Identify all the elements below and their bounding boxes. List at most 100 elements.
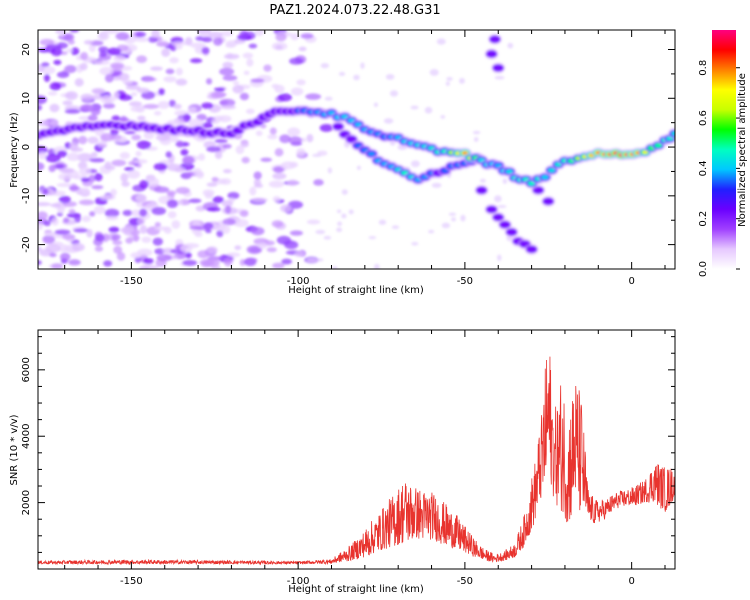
noise-blob	[68, 259, 81, 266]
noise-blob	[287, 200, 304, 209]
noise-blob	[182, 259, 198, 266]
noise-blob	[222, 168, 232, 174]
noise-blob	[66, 48, 73, 53]
noise-blob	[156, 41, 170, 47]
noise-blob	[208, 31, 223, 39]
noise-blob	[431, 182, 442, 188]
noise-blob	[203, 222, 214, 230]
noise-blob	[294, 251, 304, 257]
noise-blob	[222, 75, 238, 81]
noise-blob	[272, 172, 287, 180]
noise-blob	[248, 43, 258, 49]
noise-blob	[39, 38, 55, 46]
noise-blob	[440, 115, 446, 119]
noise-blob	[206, 246, 218, 254]
noise-blob	[153, 186, 170, 193]
noise-blob	[266, 247, 277, 253]
noise-blob	[235, 145, 245, 155]
spectrogram-branch-body	[506, 228, 518, 236]
noise-blob	[170, 46, 177, 52]
noise-blob	[271, 83, 279, 89]
noise-blob	[219, 67, 235, 76]
noise-blob	[99, 66, 114, 76]
noise-blob	[251, 227, 265, 236]
noise-blob	[411, 242, 419, 246]
noise-blob	[111, 159, 127, 167]
spectrogram-branch-body	[489, 35, 501, 43]
colorbar: 0.0 0.2 0.4 0.6 0.8 Normalized spectral ampl…	[698, 30, 748, 277]
noise-blob	[305, 93, 322, 100]
noise-blob	[57, 205, 65, 214]
noise-blob	[74, 78, 84, 87]
noise-blob	[113, 55, 126, 62]
noise-blob	[213, 87, 226, 92]
noise-blob	[38, 202, 51, 207]
noise-blob	[154, 248, 165, 255]
noise-blob	[473, 137, 479, 143]
noise-blob	[142, 77, 157, 82]
noise-blob	[122, 209, 133, 216]
x-tick-label: -150	[120, 276, 143, 287]
colorbar-tick-label: 0.2	[698, 211, 709, 227]
noise-blob	[166, 199, 178, 208]
spectrogram-main-track-core	[541, 175, 549, 180]
noise-blob	[133, 234, 140, 242]
noise-blob	[201, 46, 210, 55]
noise-blob	[233, 218, 249, 228]
snr-panel: -150 -100 -50 0 2000 4000 6000 Height of stra…	[9, 329, 676, 595]
noise-blob	[158, 88, 165, 96]
noise-blob	[51, 217, 59, 226]
noise-blob	[43, 220, 51, 227]
noise-blob	[338, 71, 346, 76]
noise-blob	[253, 183, 264, 188]
noise-blob	[94, 172, 103, 182]
noise-blob	[290, 33, 299, 41]
noise-blob	[223, 257, 233, 267]
noise-blob	[356, 165, 361, 171]
noise-blob	[65, 91, 78, 101]
noise-blob	[205, 78, 213, 85]
noise-blob	[99, 50, 107, 58]
noise-blob	[69, 142, 79, 151]
noise-blob	[368, 236, 377, 240]
noise-blob	[58, 168, 74, 173]
noise-blob	[391, 225, 400, 230]
noise-blob	[89, 211, 96, 217]
noise-blob	[79, 62, 88, 71]
noise-blob	[383, 118, 394, 124]
noise-blob	[155, 134, 171, 141]
noise-blob	[56, 182, 73, 188]
noise-blob	[319, 123, 334, 132]
noise-blob	[373, 102, 379, 108]
noise-blob	[79, 166, 91, 176]
noise-blob	[94, 60, 111, 66]
spectrogram-branch-body	[526, 245, 538, 253]
noise-blob	[68, 185, 80, 191]
noise-blob	[284, 240, 299, 250]
noise-blob	[132, 159, 148, 164]
noise-blob	[108, 134, 122, 140]
noise-blob	[116, 252, 126, 261]
noise-blob	[290, 87, 304, 96]
snr-x-axis: -150 -100 -50 0	[64, 330, 666, 587]
snr-frame	[37, 329, 676, 570]
noise-blob	[272, 196, 281, 203]
x-tick-label: -50	[457, 276, 473, 287]
noise-blob	[206, 182, 218, 187]
noise-blob	[49, 103, 60, 113]
noise-blob	[296, 79, 306, 86]
noise-blob	[45, 243, 61, 253]
noise-blob	[288, 136, 303, 145]
noise-blob	[222, 61, 234, 69]
noise-blob	[110, 188, 117, 197]
colorbar-label: Normalized spectral amplitude	[737, 73, 748, 227]
noise-blob	[136, 140, 152, 150]
noise-blob	[336, 209, 342, 214]
noise-blob	[188, 198, 202, 203]
noise-blob	[260, 157, 273, 162]
noise-blob	[250, 78, 265, 83]
noise-blob	[298, 46, 307, 52]
chart-title: PAZ1.2024.073.22.48.G31	[269, 3, 440, 18]
spectrogram-y-axis: -20 -10 0 10 20	[21, 43, 675, 270]
